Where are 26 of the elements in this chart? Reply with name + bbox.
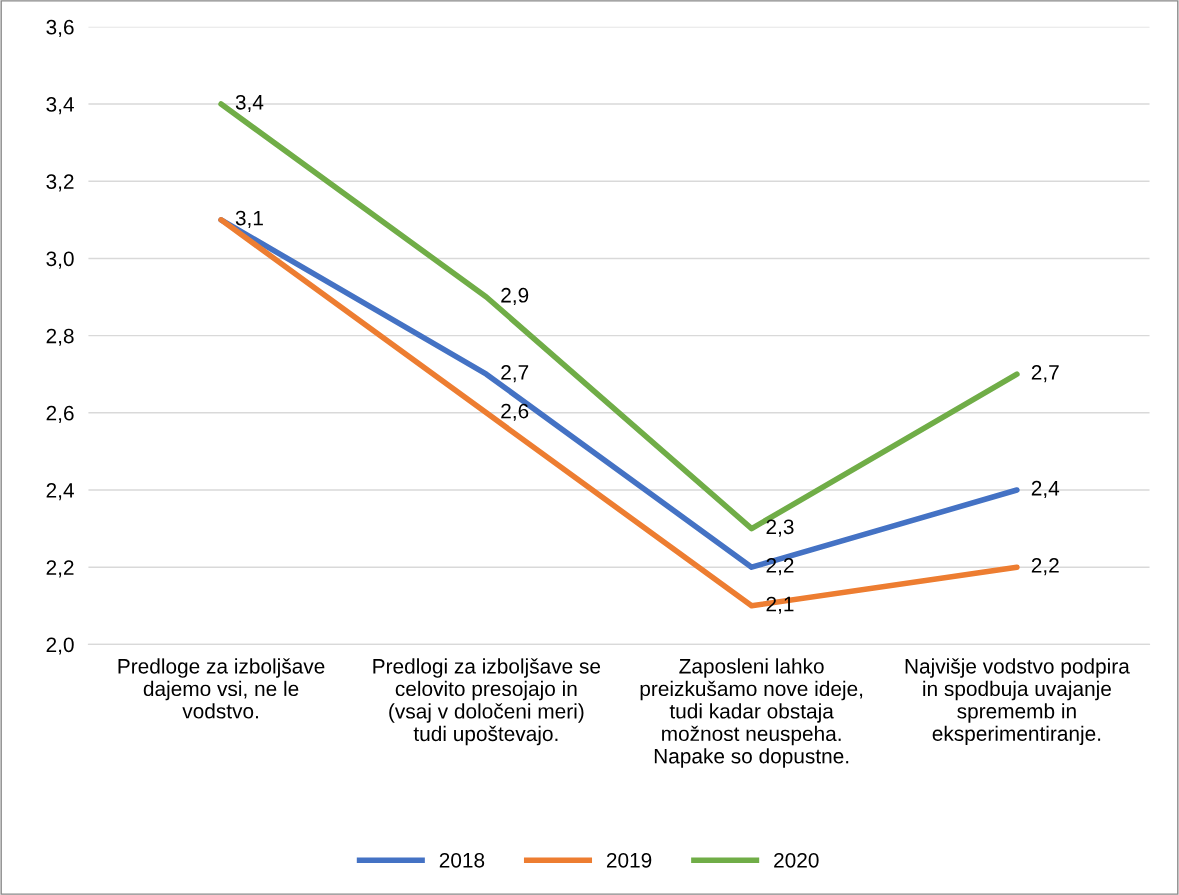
- data-label: 2,6: [501, 403, 529, 421]
- y-tick-label: 3,6: [46, 19, 74, 38]
- data-label: 2,2: [766, 558, 794, 576]
- data-label: 2,2: [1031, 558, 1059, 576]
- x-tick-label: Predlogi za izboljšave se celovito presojajo in (vsaj v določeni meri) tudi upoštevajo.: [373, 658, 601, 746]
- y-tick-label: 2,8: [46, 328, 74, 346]
- data-label: 2,7: [501, 365, 529, 383]
- y-tick-label: 3,4: [46, 97, 74, 115]
- data-label: 3,4: [235, 94, 264, 113]
- data-label: 2,7: [1031, 365, 1059, 383]
- y-tick-label: 2,2: [46, 560, 74, 578]
- y-tick-label: 2,4: [46, 483, 74, 501]
- x-tick-label: Najvišje vodstvo podpira in spodbuja uvajanje sprememb in eksperimentiranje.: [905, 658, 1130, 746]
- data-label: 2,9: [501, 287, 529, 306]
- legend-label: 2018: [439, 852, 485, 868]
- data-label: 3,1: [235, 210, 263, 228]
- y-tick-label: 2,6: [46, 405, 74, 424]
- x-tick-label: Zaposleni lahko preizkušamo nove ideje, tudi kadar obstaja možnost neuspeha. Napake so dopustne.: [640, 658, 863, 768]
- y-tick-label: 2,0: [46, 637, 74, 655]
- x-tick-label: Predloge za izboljšave dajemo vsi, ne le vodstvo.: [118, 658, 325, 719]
- legend-label: 2020: [774, 852, 819, 868]
- y-tick-label: 3,2: [46, 174, 74, 192]
- y-tick-label: 3,0: [46, 251, 74, 269]
- data-label: 2,4: [1031, 480, 1060, 499]
- data-label: 2,3: [766, 519, 794, 537]
- legend-label: 2019: [606, 852, 652, 868]
